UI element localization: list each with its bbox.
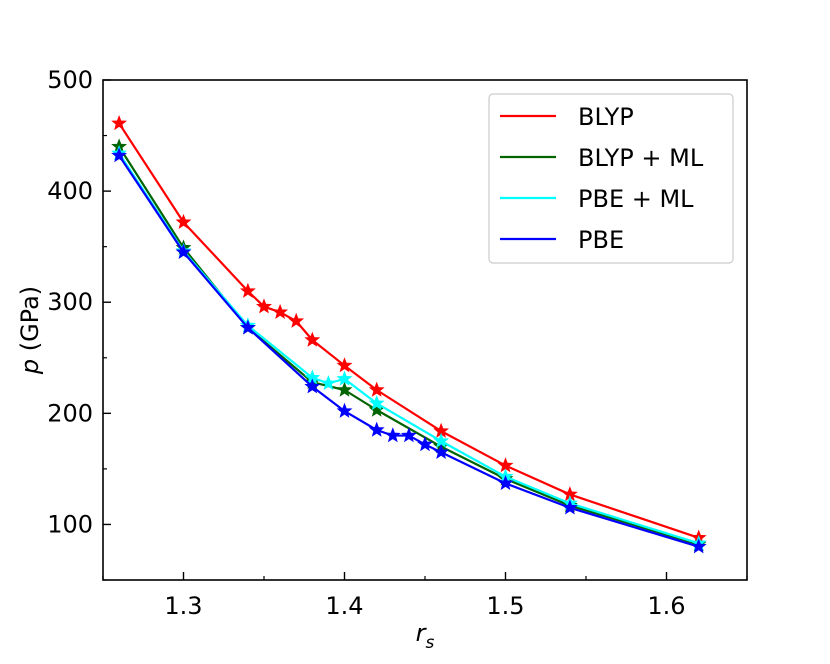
x-tick-label: 1.4 xyxy=(325,592,363,620)
data-point-blyp xyxy=(256,298,272,314)
legend-label-blyp: BLYP xyxy=(578,103,634,131)
legend-label-pbe: PBE xyxy=(578,226,624,254)
data-point-blyp xyxy=(175,213,192,229)
data-point-pbe xyxy=(561,499,578,515)
data-point-pbe xyxy=(368,421,385,437)
data-point-blyp xyxy=(111,114,128,131)
x-axis-label-main: r xyxy=(416,619,428,647)
series-pbe xyxy=(111,147,707,554)
y-tick-label: 100 xyxy=(47,510,93,538)
data-point-pbe xyxy=(111,147,128,163)
x-tick-label: 1.5 xyxy=(486,592,524,620)
y-tick-label: 200 xyxy=(47,399,93,427)
legend-label-pbe-ml: PBE + ML xyxy=(578,185,694,213)
x-tick-label: 1.6 xyxy=(647,592,685,620)
data-point-blyp-ml xyxy=(336,381,353,397)
data-point-blyp xyxy=(239,282,256,298)
data-point-pbe xyxy=(239,319,256,335)
data-point-pbe xyxy=(497,474,514,491)
x-axis-label: rs xyxy=(416,619,435,653)
y-axis-ticks: 100 200 300 400 500 xyxy=(47,66,111,581)
data-point-blyp xyxy=(288,312,305,328)
data-point-blyp xyxy=(304,331,321,347)
legend-label-blyp-ml: BLYP + ML xyxy=(578,144,704,172)
y-tick-label: 300 xyxy=(47,288,93,316)
y-axis-label-symbol: p xyxy=(16,359,44,375)
data-point-pbe xyxy=(175,243,192,259)
data-point-blyp xyxy=(368,381,385,397)
y-tick-label: 400 xyxy=(47,177,93,205)
data-point-pbe xyxy=(384,427,401,443)
x-axis-ticks: 1.3 1.4 1.5 1.6 xyxy=(102,572,748,620)
data-point-pbe xyxy=(336,402,353,418)
data-point-blyp xyxy=(272,303,289,319)
y-axis-label: p (GPa) xyxy=(16,286,44,375)
series-layer xyxy=(111,114,707,554)
data-point-pbe xyxy=(690,538,707,554)
data-point-pbe xyxy=(417,436,433,452)
data-point-pbe-ml xyxy=(336,370,353,386)
x-tick-label: 1.3 xyxy=(164,592,202,620)
data-point-pbe xyxy=(400,427,417,443)
y-axis-label-unit: (GPa) xyxy=(16,286,44,359)
data-point-pbe-ml xyxy=(320,374,337,391)
data-point-pbe xyxy=(304,378,321,394)
data-point-pbe-ml xyxy=(368,394,385,411)
data-point-blyp xyxy=(336,357,353,373)
legend-box xyxy=(488,93,734,264)
legend: BLYP BLYP + ML PBE + ML PBE xyxy=(488,93,734,264)
x-axis-label-subscript: s xyxy=(426,633,435,653)
y-tick-label: 500 xyxy=(47,66,93,94)
data-point-pbe xyxy=(433,443,450,459)
